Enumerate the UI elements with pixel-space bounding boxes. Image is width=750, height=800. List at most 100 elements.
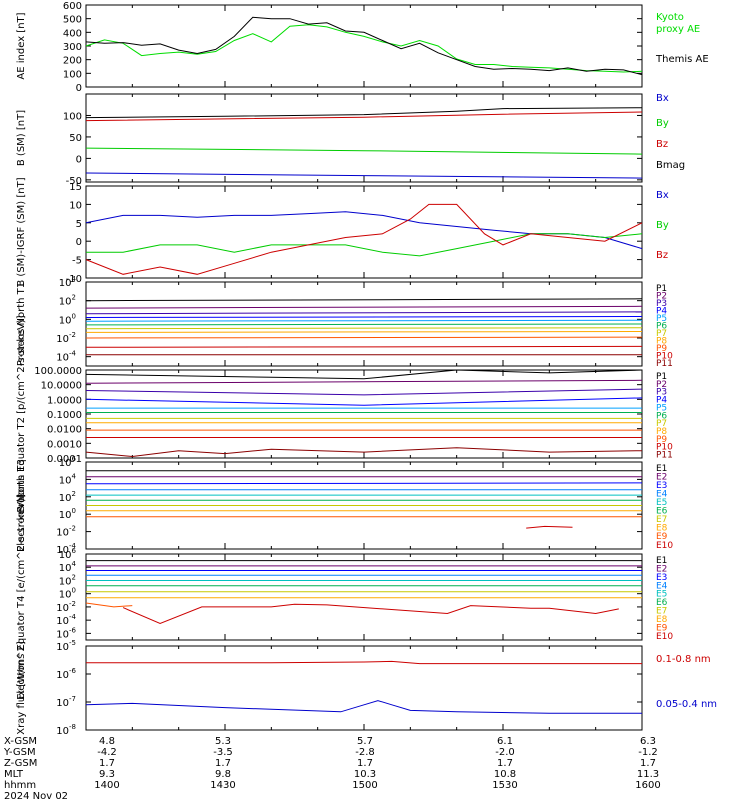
series-line-0-1-0-8-nm	[86, 660, 642, 665]
y-axis-label: AE index [nT]	[16, 12, 27, 79]
y-tick-label: 400	[63, 28, 82, 39]
legend-label: By	[656, 220, 669, 231]
date-label: 2024 Nov 02	[4, 791, 68, 800]
legend-label: P3	[656, 299, 667, 309]
legend-label: Bx	[656, 190, 669, 201]
legend-label: P9	[656, 344, 667, 354]
ephemeris-value: 10.3	[354, 769, 376, 780]
y-tick-label: -10	[66, 274, 82, 285]
legend-label: E5	[656, 498, 667, 508]
legend-label: P1	[656, 284, 667, 294]
y-tick-label: 10-2	[56, 600, 76, 614]
series-line-p4	[85, 397, 643, 406]
series-line-e9	[85, 602, 133, 608]
series-line-e3	[85, 482, 643, 485]
series-line-bmag	[85, 107, 643, 119]
y-tick-label: 50	[69, 133, 82, 144]
y-tick-label: 10.0000	[41, 381, 82, 392]
legend-label: E9	[656, 532, 668, 542]
legend-label: E8	[656, 615, 668, 625]
ephemeris-value: -3.5	[213, 747, 233, 758]
y-axis-label: B (SM)-IGRF (SM) [nT]	[16, 177, 27, 286]
ephemeris-row-label: hhmm	[4, 780, 36, 791]
y-tick-label: 10-2	[56, 331, 76, 345]
series-line-by	[86, 233, 643, 257]
legend-label: E10	[656, 541, 673, 551]
y-tick-label: 0.0010	[47, 439, 82, 450]
y-tick-label: 100.0000	[34, 366, 82, 377]
legend-label: E7	[656, 607, 667, 617]
legend-label: P4	[656, 396, 667, 406]
ephemeris-value: 1400	[94, 780, 119, 791]
y-tick-label: 500	[63, 15, 82, 26]
y-tick-label: 0.0100	[47, 425, 82, 436]
series-line-p10	[85, 345, 643, 348]
legend-label: Bz	[656, 139, 668, 150]
ephemeris-value: 1500	[352, 780, 377, 791]
legend-label: P11	[656, 451, 673, 461]
legend-label: P10	[656, 352, 673, 362]
legend-label: 0.05-0.4 nm	[656, 699, 717, 710]
y-tick-label: -50	[66, 176, 82, 187]
y-tick-label: 15	[69, 182, 82, 193]
legend-label: P7	[656, 329, 667, 339]
legend-label: P3	[656, 388, 667, 398]
y-tick-label: 100	[63, 111, 82, 122]
y-tick-label: 0	[76, 83, 82, 94]
ephemeris-value: 10.8	[494, 769, 516, 780]
y-tick-label: 104	[59, 560, 77, 574]
ephemeris-row-label: Z-GSM	[4, 758, 37, 769]
series-line-e10	[122, 603, 619, 625]
ephemeris-value: 1430	[210, 780, 235, 791]
y-tick-label: 102	[59, 573, 76, 587]
legend-label: By	[656, 118, 669, 129]
series-line-bx	[85, 172, 643, 179]
y-tick-label: 10-5	[56, 639, 76, 653]
legend-label: E4	[656, 581, 668, 591]
y-tick-label: 100	[63, 69, 82, 80]
y-tick-label: 106	[59, 455, 77, 469]
legend-label: P8	[656, 427, 667, 437]
ephemeris-value: 1.7	[215, 758, 231, 769]
legend-label: E8	[656, 524, 668, 534]
series-line-e10	[526, 525, 573, 529]
ephemeris-value: 5.3	[215, 736, 231, 747]
y-tick-label: 0.1000	[47, 410, 82, 421]
ephemeris-value: 5.7	[357, 736, 373, 747]
legend-label: E9	[656, 623, 668, 633]
legend-label: E4	[656, 490, 668, 500]
panel-frame	[85, 185, 643, 279]
series-line-bz	[85, 111, 643, 122]
ephemeris-value: 9.3	[99, 769, 115, 780]
legend-label: E1	[656, 464, 667, 474]
legend-label: E5	[656, 590, 667, 600]
panel-frame	[85, 553, 643, 641]
ephemeris-value: 6.3	[640, 736, 656, 747]
legend-label: P10	[656, 443, 673, 453]
series-line-p2	[85, 305, 643, 309]
series-line-p3	[85, 388, 643, 396]
series-line-p1	[85, 298, 643, 302]
y-tick-label: 102	[59, 490, 76, 504]
ephemeris-value: 4.8	[99, 736, 115, 747]
y-tick-label: 104	[59, 275, 77, 289]
legend-label: E6	[656, 598, 668, 608]
legend-label: 0.1-0.8 nm	[656, 654, 711, 665]
series-line-p4	[85, 316, 643, 318]
legend-label: P8	[656, 337, 667, 347]
ephemeris-value: -1.2	[638, 747, 658, 758]
series-line-p9	[85, 336, 643, 339]
series-line-0-05-0-4-nm	[85, 700, 642, 714]
y-tick-label: 10-4	[56, 613, 76, 627]
series-line-themis-ae	[85, 16, 643, 76]
ephemeris-row-label: Y-GSM	[3, 747, 36, 758]
y-axis-label: Electrons North T3	[16, 459, 27, 552]
ephemeris-value: 1600	[635, 780, 660, 791]
ephemeris-value: 1.7	[99, 758, 115, 769]
y-tick-label: 10-4	[56, 350, 76, 364]
series-line-p6	[85, 323, 643, 326]
y-tick-label: 106	[59, 547, 77, 561]
ephemeris-value: -2.0	[495, 747, 515, 758]
y-tick-label: 600	[63, 1, 82, 12]
y-tick-label: 300	[63, 42, 82, 53]
